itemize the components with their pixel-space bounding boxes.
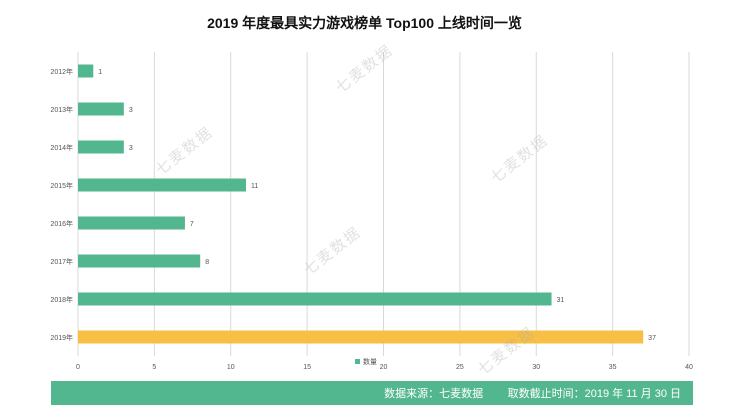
data-labels: 1 3 3 11 7 8 31 37 <box>98 69 656 342</box>
data-label: 8 <box>205 259 209 266</box>
x-tick-label: 20 <box>380 364 388 371</box>
data-label: 3 <box>129 145 133 152</box>
bar <box>78 178 247 192</box>
bar <box>78 64 94 78</box>
y-tick-label: 2015年 <box>50 181 73 190</box>
footer-bar: 数据来源：七麦数据 取数截止时间：2019 年 11 月 30 日 <box>51 381 693 405</box>
x-tick-label: 10 <box>227 364 235 371</box>
bar <box>78 292 552 306</box>
chart-title: 2019 年度最具实力游戏榜单 Top100 上线时间一览 <box>207 15 522 31</box>
data-label: 1 <box>98 69 102 76</box>
bar <box>78 254 201 268</box>
y-tick-label: 2018年 <box>50 295 73 304</box>
y-axis-labels: 2012年 2013年 2014年 2015年 2016年 2017年 2018年 2019年 <box>50 67 73 342</box>
data-label: 3 <box>129 107 133 114</box>
data-label: 31 <box>557 297 565 304</box>
x-axis-labels: 0 5 10 15 20 25 30 35 40 <box>76 364 693 371</box>
x-tick-label: 35 <box>609 364 617 371</box>
x-tick-label: 40 <box>685 364 693 371</box>
y-tick-label: 2014年 <box>50 143 73 152</box>
data-label: 7 <box>190 221 194 228</box>
bar <box>78 102 124 116</box>
bar <box>78 330 644 344</box>
bar <box>78 140 124 154</box>
bar <box>78 216 185 230</box>
legend: 数量 <box>355 357 377 366</box>
grid-lines <box>77 52 690 356</box>
y-tick-label: 2016年 <box>50 219 73 228</box>
x-tick-label: 5 <box>152 364 156 371</box>
data-label: 11 <box>251 183 258 190</box>
x-tick-label: 0 <box>76 364 80 371</box>
legend-swatch <box>355 359 360 364</box>
y-tick-label: 2012年 <box>50 67 73 76</box>
legend-label: 数量 <box>363 357 377 366</box>
y-tick-label: 2017年 <box>50 257 73 266</box>
bars <box>78 64 644 344</box>
y-tick-label: 2013年 <box>50 105 73 114</box>
data-label: 37 <box>648 335 656 342</box>
x-tick-label: 30 <box>532 364 540 371</box>
x-tick-label: 25 <box>456 364 464 371</box>
x-tick-label: 15 <box>303 364 311 371</box>
footer-source-text: 数据来源：七麦数据 取数截止时间：2019 年 11 月 30 日 <box>384 388 681 400</box>
y-tick-label: 2019年 <box>50 333 73 342</box>
